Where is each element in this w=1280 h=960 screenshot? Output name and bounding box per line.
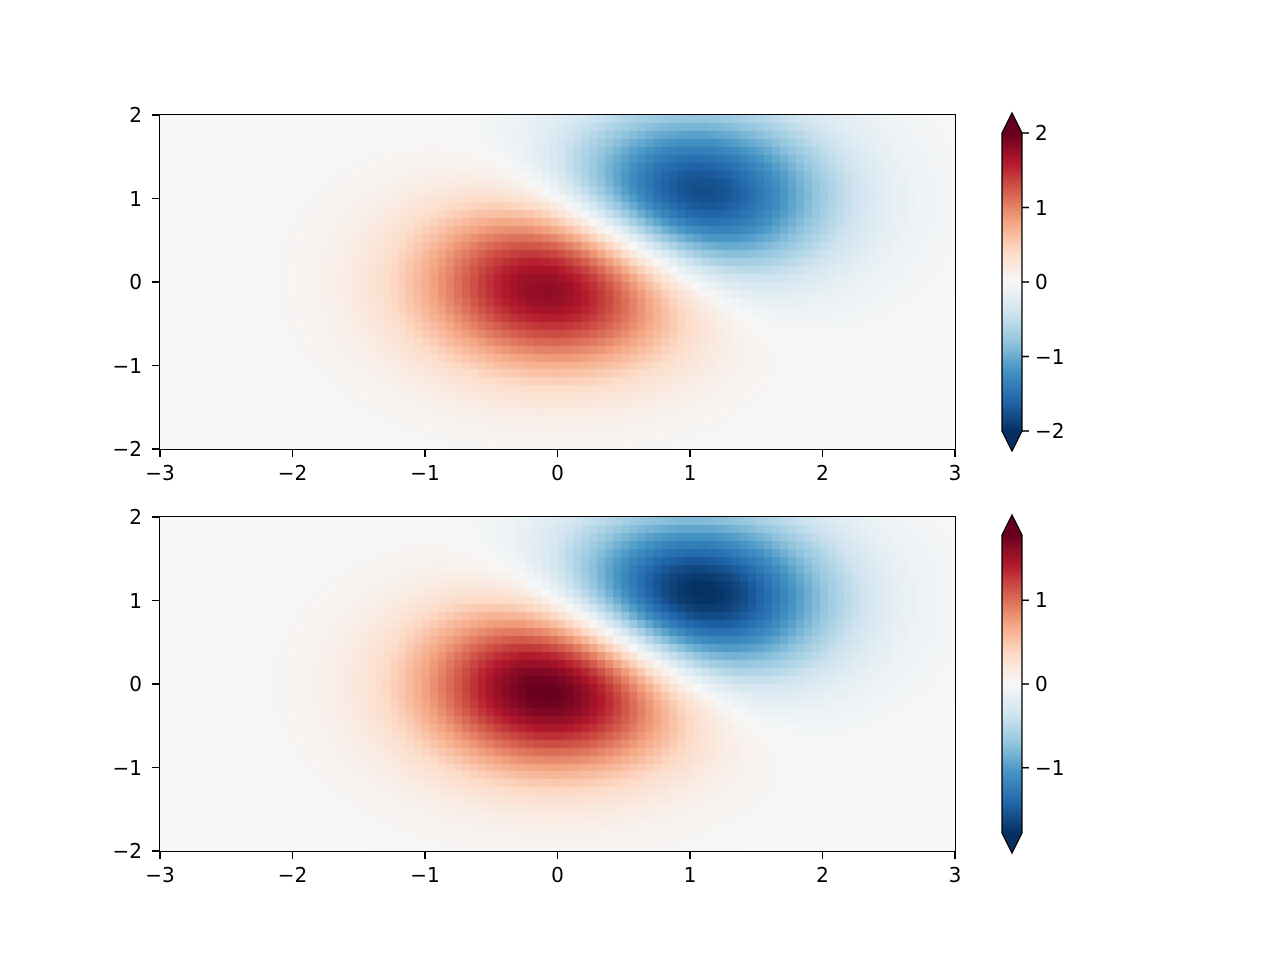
y-tick-mark: [152, 766, 159, 769]
colorbar-under-arrow: [1002, 431, 1022, 451]
x-tick-mark: [556, 852, 559, 859]
x-tick-label: 2: [816, 461, 829, 485]
colorbar-over-arrow: [1002, 113, 1022, 133]
colorbar-bar: [1002, 535, 1022, 833]
x-tick-label: 1: [683, 461, 697, 485]
colorbar-over-arrow: [1002, 515, 1022, 535]
x-tick-label: 2: [816, 863, 829, 887]
y-tick-mark: [152, 599, 159, 602]
x-tick-label: −3: [145, 461, 175, 485]
y-tick-label: −2: [112, 839, 142, 863]
y-tick-label: 2: [129, 505, 142, 529]
heatmap-bottom: [160, 517, 955, 851]
x-tick-mark: [424, 450, 426, 457]
colorbar-tick-label: 1: [1035, 195, 1048, 220]
x-tick-mark: [291, 450, 294, 457]
x-tick-label: −2: [277, 863, 308, 887]
x-tick-label: −1: [410, 863, 440, 887]
y-tick-mark: [152, 448, 159, 450]
x-tick-mark: [159, 852, 161, 859]
x-tick-mark: [821, 852, 824, 859]
x-tick-mark: [291, 852, 294, 859]
x-tick-mark: [821, 450, 824, 457]
x-tick-mark: [954, 450, 956, 457]
y-tick-label: 1: [129, 186, 142, 211]
colorbar-under-arrow: [1002, 833, 1022, 853]
y-tick-mark: [152, 114, 159, 116]
colorbar-tick-label: 2: [1035, 121, 1048, 145]
y-tick-label: −2: [112, 437, 142, 461]
x-tick-label: 0: [551, 863, 564, 887]
y-tick-label: 1: [129, 588, 142, 613]
colorbar-tick-label: 0: [1035, 672, 1048, 696]
colorbar-tick-label: 0: [1035, 270, 1048, 294]
y-tick-mark: [152, 683, 159, 685]
colorbar-gradient-bottom: [1001, 513, 1029, 855]
y-tick-mark: [152, 516, 159, 518]
x-tick-label: −2: [277, 461, 308, 485]
y-tick-mark: [152, 197, 159, 200]
colorbar-tick-label: −2: [1035, 419, 1065, 443]
x-tick-label: 3: [948, 863, 962, 887]
x-tick-mark: [689, 852, 691, 859]
x-tick-label: 0: [551, 461, 564, 485]
x-tick-mark: [424, 852, 426, 859]
y-tick-label: 0: [129, 270, 142, 294]
x-tick-label: −3: [145, 863, 175, 887]
x-tick-label: 3: [948, 461, 962, 485]
y-tick-label: −1: [112, 755, 142, 780]
x-tick-mark: [954, 852, 956, 859]
y-tick-label: 2: [129, 103, 142, 127]
x-tick-mark: [689, 450, 691, 457]
colorbar-gradient-top: [1001, 111, 1029, 453]
y-tick-mark: [152, 850, 159, 852]
colorbar-outline: [1001, 513, 1023, 855]
x-tick-mark: [556, 450, 559, 457]
colorbar-tick-label: 1: [1035, 588, 1048, 613]
y-tick-mark: [152, 281, 159, 283]
y-tick-mark: [152, 364, 159, 367]
colorbar-tick-label: −1: [1035, 755, 1065, 780]
colorbar-tick-label: −1: [1035, 344, 1065, 369]
y-tick-label: −1: [112, 353, 142, 378]
x-tick-label: −1: [410, 461, 440, 485]
x-tick-mark: [159, 450, 161, 457]
x-tick-label: 1: [683, 863, 697, 887]
colorbar-bar: [1002, 133, 1022, 431]
heatmap-top: [160, 115, 955, 449]
y-tick-label: 0: [129, 672, 142, 696]
